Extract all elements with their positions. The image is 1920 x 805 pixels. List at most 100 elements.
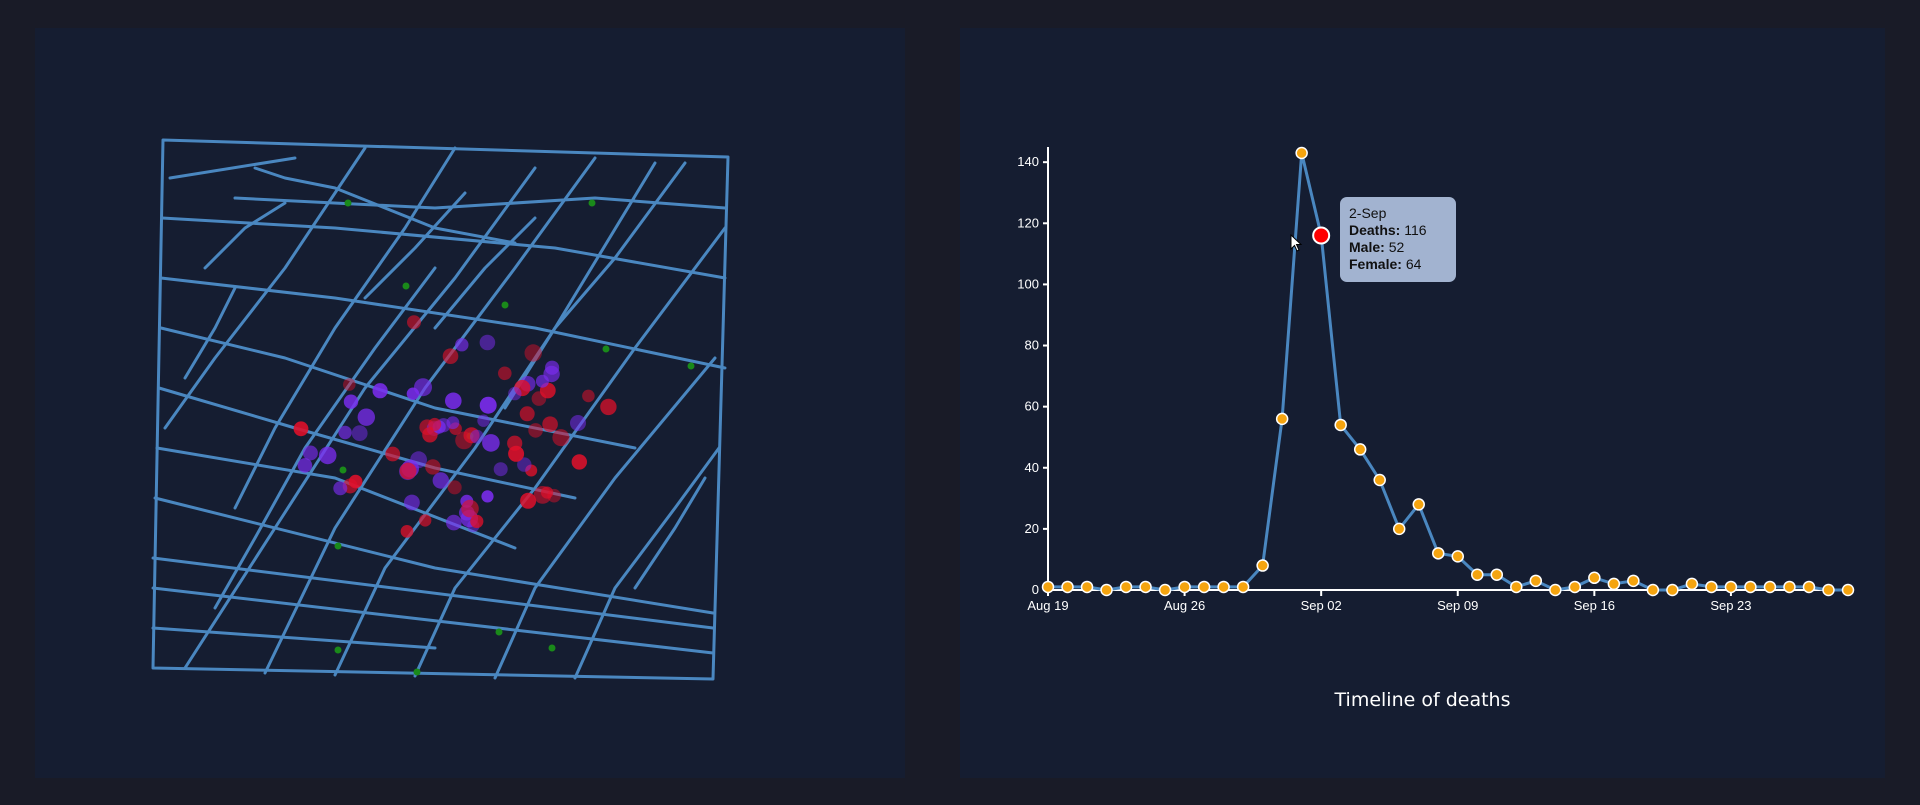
data-point[interactable] bbox=[1607, 577, 1621, 591]
death-marker-female bbox=[447, 480, 462, 495]
death-marker-female bbox=[524, 344, 542, 362]
map-street bbox=[433, 216, 537, 330]
death-marker-female bbox=[507, 435, 523, 451]
data-point[interactable] bbox=[1275, 412, 1289, 426]
data-point[interactable] bbox=[1178, 580, 1191, 594]
data-point[interactable] bbox=[1158, 583, 1172, 597]
data-point[interactable] bbox=[1802, 580, 1816, 594]
tooltip-male-value: 52 bbox=[1388, 239, 1405, 255]
data-point[interactable] bbox=[1822, 583, 1835, 597]
y-axis: 0 20 40 60 80 100 120 140 bbox=[1017, 147, 1049, 597]
tooltip-male: Male: 52 bbox=[1349, 239, 1456, 256]
data-point[interactable] bbox=[1744, 580, 1757, 594]
x-tick-label: Sep 16 bbox=[1574, 598, 1615, 613]
data-point[interactable] bbox=[1783, 580, 1796, 594]
data-point[interactable] bbox=[1256, 559, 1269, 572]
data-point[interactable] bbox=[1431, 547, 1445, 560]
death-marker-male bbox=[477, 414, 490, 427]
pump-marker bbox=[548, 644, 556, 652]
data-point[interactable] bbox=[1041, 580, 1055, 594]
x-tick-label: Sep 02 bbox=[1301, 598, 1342, 613]
death-marker-male bbox=[445, 392, 462, 410]
chart-title: Timeline of deaths bbox=[1334, 689, 1511, 711]
pump-marker bbox=[339, 466, 347, 474]
map-street bbox=[503, 161, 687, 410]
map-street bbox=[157, 386, 577, 500]
map-border bbox=[151, 138, 730, 681]
data-point[interactable] bbox=[1568, 580, 1582, 594]
data-point[interactable] bbox=[1061, 580, 1074, 594]
data-point[interactable] bbox=[1353, 443, 1367, 456]
map-street bbox=[151, 556, 715, 630]
map-street bbox=[413, 226, 727, 678]
data-point[interactable] bbox=[1724, 580, 1738, 594]
tooltip-deaths: Deaths: 116 bbox=[1349, 222, 1456, 239]
map-markers bbox=[293, 199, 695, 676]
death-marker-female bbox=[571, 454, 587, 470]
y-tick-label: 80 bbox=[1025, 338, 1039, 353]
data-point[interactable] bbox=[1100, 583, 1113, 597]
death-marker-male bbox=[357, 408, 375, 426]
data-point[interactable] bbox=[1080, 580, 1094, 594]
death-marker-male bbox=[406, 387, 420, 400]
death-marker-male bbox=[479, 396, 497, 414]
highlighted-data-point[interactable] bbox=[1312, 226, 1331, 245]
death-marker-female bbox=[528, 423, 543, 438]
data-point[interactable] bbox=[1685, 577, 1699, 591]
data-point[interactable] bbox=[1373, 473, 1386, 487]
map-street bbox=[159, 326, 637, 450]
data-point[interactable] bbox=[1471, 568, 1484, 581]
data-point[interactable] bbox=[1119, 580, 1133, 594]
death-marker-male bbox=[508, 386, 522, 401]
y-tick-label: 120 bbox=[1017, 215, 1039, 230]
data-point[interactable] bbox=[1666, 583, 1679, 597]
data-point[interactable] bbox=[1334, 418, 1347, 432]
data-point[interactable] bbox=[1841, 583, 1855, 597]
death-marker-male bbox=[351, 425, 368, 442]
map-street bbox=[183, 286, 237, 380]
map-street bbox=[168, 156, 297, 180]
death-marker-female bbox=[428, 417, 442, 431]
death-marker-female bbox=[399, 462, 417, 480]
data-point[interactable] bbox=[1451, 550, 1465, 563]
death-marker-male bbox=[481, 490, 494, 503]
data-point[interactable] bbox=[1529, 574, 1543, 588]
data-point[interactable] bbox=[1510, 580, 1523, 594]
data-point[interactable] bbox=[1392, 522, 1406, 536]
data-point[interactable] bbox=[1295, 146, 1308, 160]
tooltip-deaths-label: Deaths: bbox=[1349, 222, 1401, 238]
x-tick-label: Aug 26 bbox=[1164, 598, 1205, 613]
data-point[interactable] bbox=[1490, 568, 1504, 581]
data-point[interactable] bbox=[1549, 583, 1562, 597]
data-point[interactable] bbox=[1139, 580, 1152, 594]
map-street bbox=[163, 146, 367, 430]
death-marker-female bbox=[552, 429, 570, 447]
pump-marker bbox=[402, 282, 410, 290]
data-point[interactable] bbox=[1763, 580, 1777, 594]
data-point[interactable] bbox=[1646, 583, 1660, 597]
death-marker-female bbox=[425, 459, 441, 475]
death-marker-female bbox=[525, 464, 538, 477]
data-point[interactable] bbox=[1217, 580, 1230, 594]
death-marker-male bbox=[482, 434, 500, 452]
death-marker-male bbox=[570, 415, 586, 431]
data-point[interactable] bbox=[1236, 580, 1250, 594]
map-street bbox=[493, 356, 717, 680]
death-marker-female bbox=[520, 492, 537, 509]
map-street bbox=[183, 166, 537, 670]
death-marker-male bbox=[543, 365, 560, 383]
data-point[interactable] bbox=[1627, 574, 1640, 588]
death-marker-female bbox=[419, 514, 432, 527]
death-marker-female bbox=[400, 525, 414, 538]
data-point[interactable] bbox=[1705, 580, 1718, 594]
data-point[interactable] bbox=[1588, 571, 1601, 585]
tooltip-female: Female: 64 bbox=[1349, 256, 1456, 273]
pump-marker bbox=[687, 362, 695, 370]
pump-marker bbox=[413, 668, 421, 676]
data-point[interactable] bbox=[1197, 580, 1211, 594]
data-point[interactable] bbox=[1412, 498, 1425, 511]
death-marker-female bbox=[600, 398, 617, 416]
map-street bbox=[633, 476, 707, 590]
y-tick-label: 20 bbox=[1025, 521, 1039, 536]
map-street bbox=[153, 496, 715, 615]
